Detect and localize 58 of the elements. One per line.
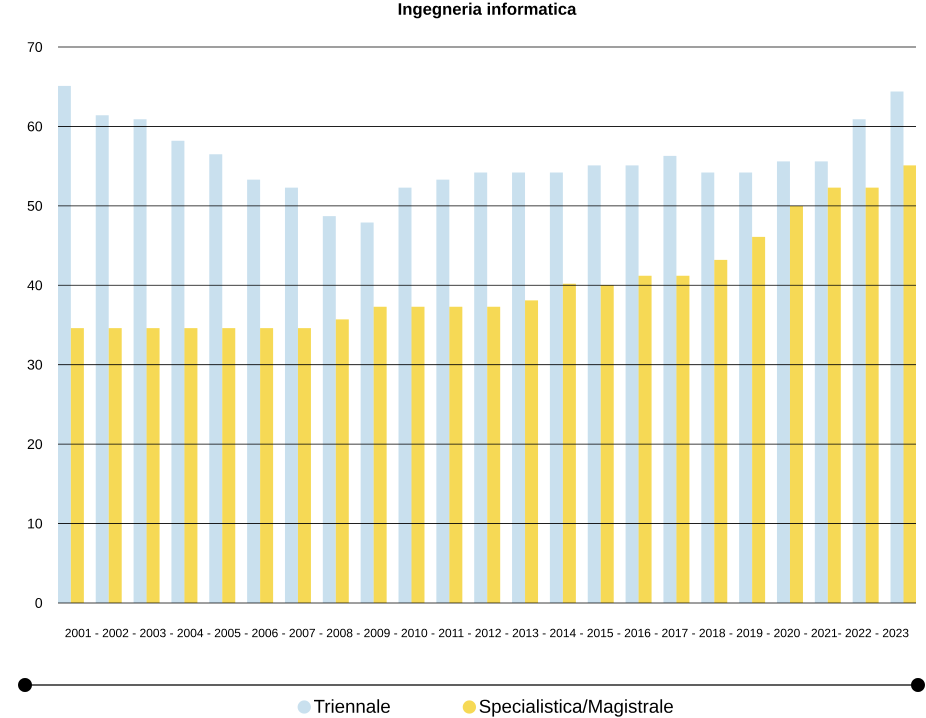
bar: [626, 165, 639, 603]
bar: [247, 180, 260, 603]
bar: [600, 285, 614, 603]
legend-label: Triennale: [314, 699, 390, 713]
bar: [436, 180, 450, 603]
bar: [676, 276, 690, 603]
bar: [260, 328, 274, 603]
bar: [58, 86, 71, 603]
bar: [550, 172, 563, 603]
bar: [322, 216, 336, 603]
bar: [904, 165, 916, 603]
chart-title: Ingegneria informatica: [398, 2, 576, 18]
bar: [209, 154, 222, 603]
bar: [70, 328, 84, 603]
bar: [284, 188, 298, 603]
y-tick-label: 70: [28, 42, 42, 52]
bar: [336, 319, 349, 603]
bar: [398, 188, 412, 603]
bar: [474, 172, 488, 603]
y-tick-label: 20: [28, 439, 42, 450]
bar: [512, 172, 526, 603]
bar: [146, 328, 160, 603]
bar: [739, 172, 752, 603]
bar: [449, 306, 462, 603]
y-tick-label: 30: [28, 360, 42, 370]
bar: [852, 119, 866, 603]
bar: [525, 300, 538, 603]
bar: [790, 206, 803, 603]
bar: [108, 328, 122, 603]
bar: [222, 328, 236, 603]
y-tick-label: 60: [28, 121, 42, 132]
bar: [814, 161, 828, 603]
y-tick-label: 0: [35, 598, 42, 608]
bar: [588, 165, 601, 603]
bar: [134, 119, 147, 603]
bar: [374, 306, 387, 603]
bar: [298, 328, 311, 603]
y-tick-label: 50: [28, 200, 42, 211]
bar: [184, 328, 198, 603]
bar: [714, 260, 728, 603]
bar: [171, 140, 184, 603]
bar: [562, 284, 576, 603]
bar: [412, 306, 424, 603]
bar: [638, 276, 652, 603]
y-tick-label: 10: [28, 518, 42, 529]
bar: [866, 188, 879, 603]
bar: [701, 172, 714, 603]
y-tick-label: 40: [27, 280, 42, 290]
bar: [663, 156, 676, 603]
bar: [96, 115, 109, 603]
bar: [890, 91, 904, 603]
bar: [828, 188, 841, 603]
x-axis-title: 2001 - 2002 - 2003 - 2004 - 2005 - 2006 - 2007 - 2008 - 2009 - 2010 - 2011 - 2012 - 2013 - 2014 - 2015 - 2016 - 2017 - 2018 - 2019 - 2020 - 2021- 2022 - 2023: [65, 628, 908, 638]
bar: [487, 306, 500, 603]
bar: [752, 236, 766, 603]
legend-label: Specialistica/Magistrale: [480, 699, 673, 717]
bar: [360, 222, 374, 603]
bar: [776, 161, 790, 603]
